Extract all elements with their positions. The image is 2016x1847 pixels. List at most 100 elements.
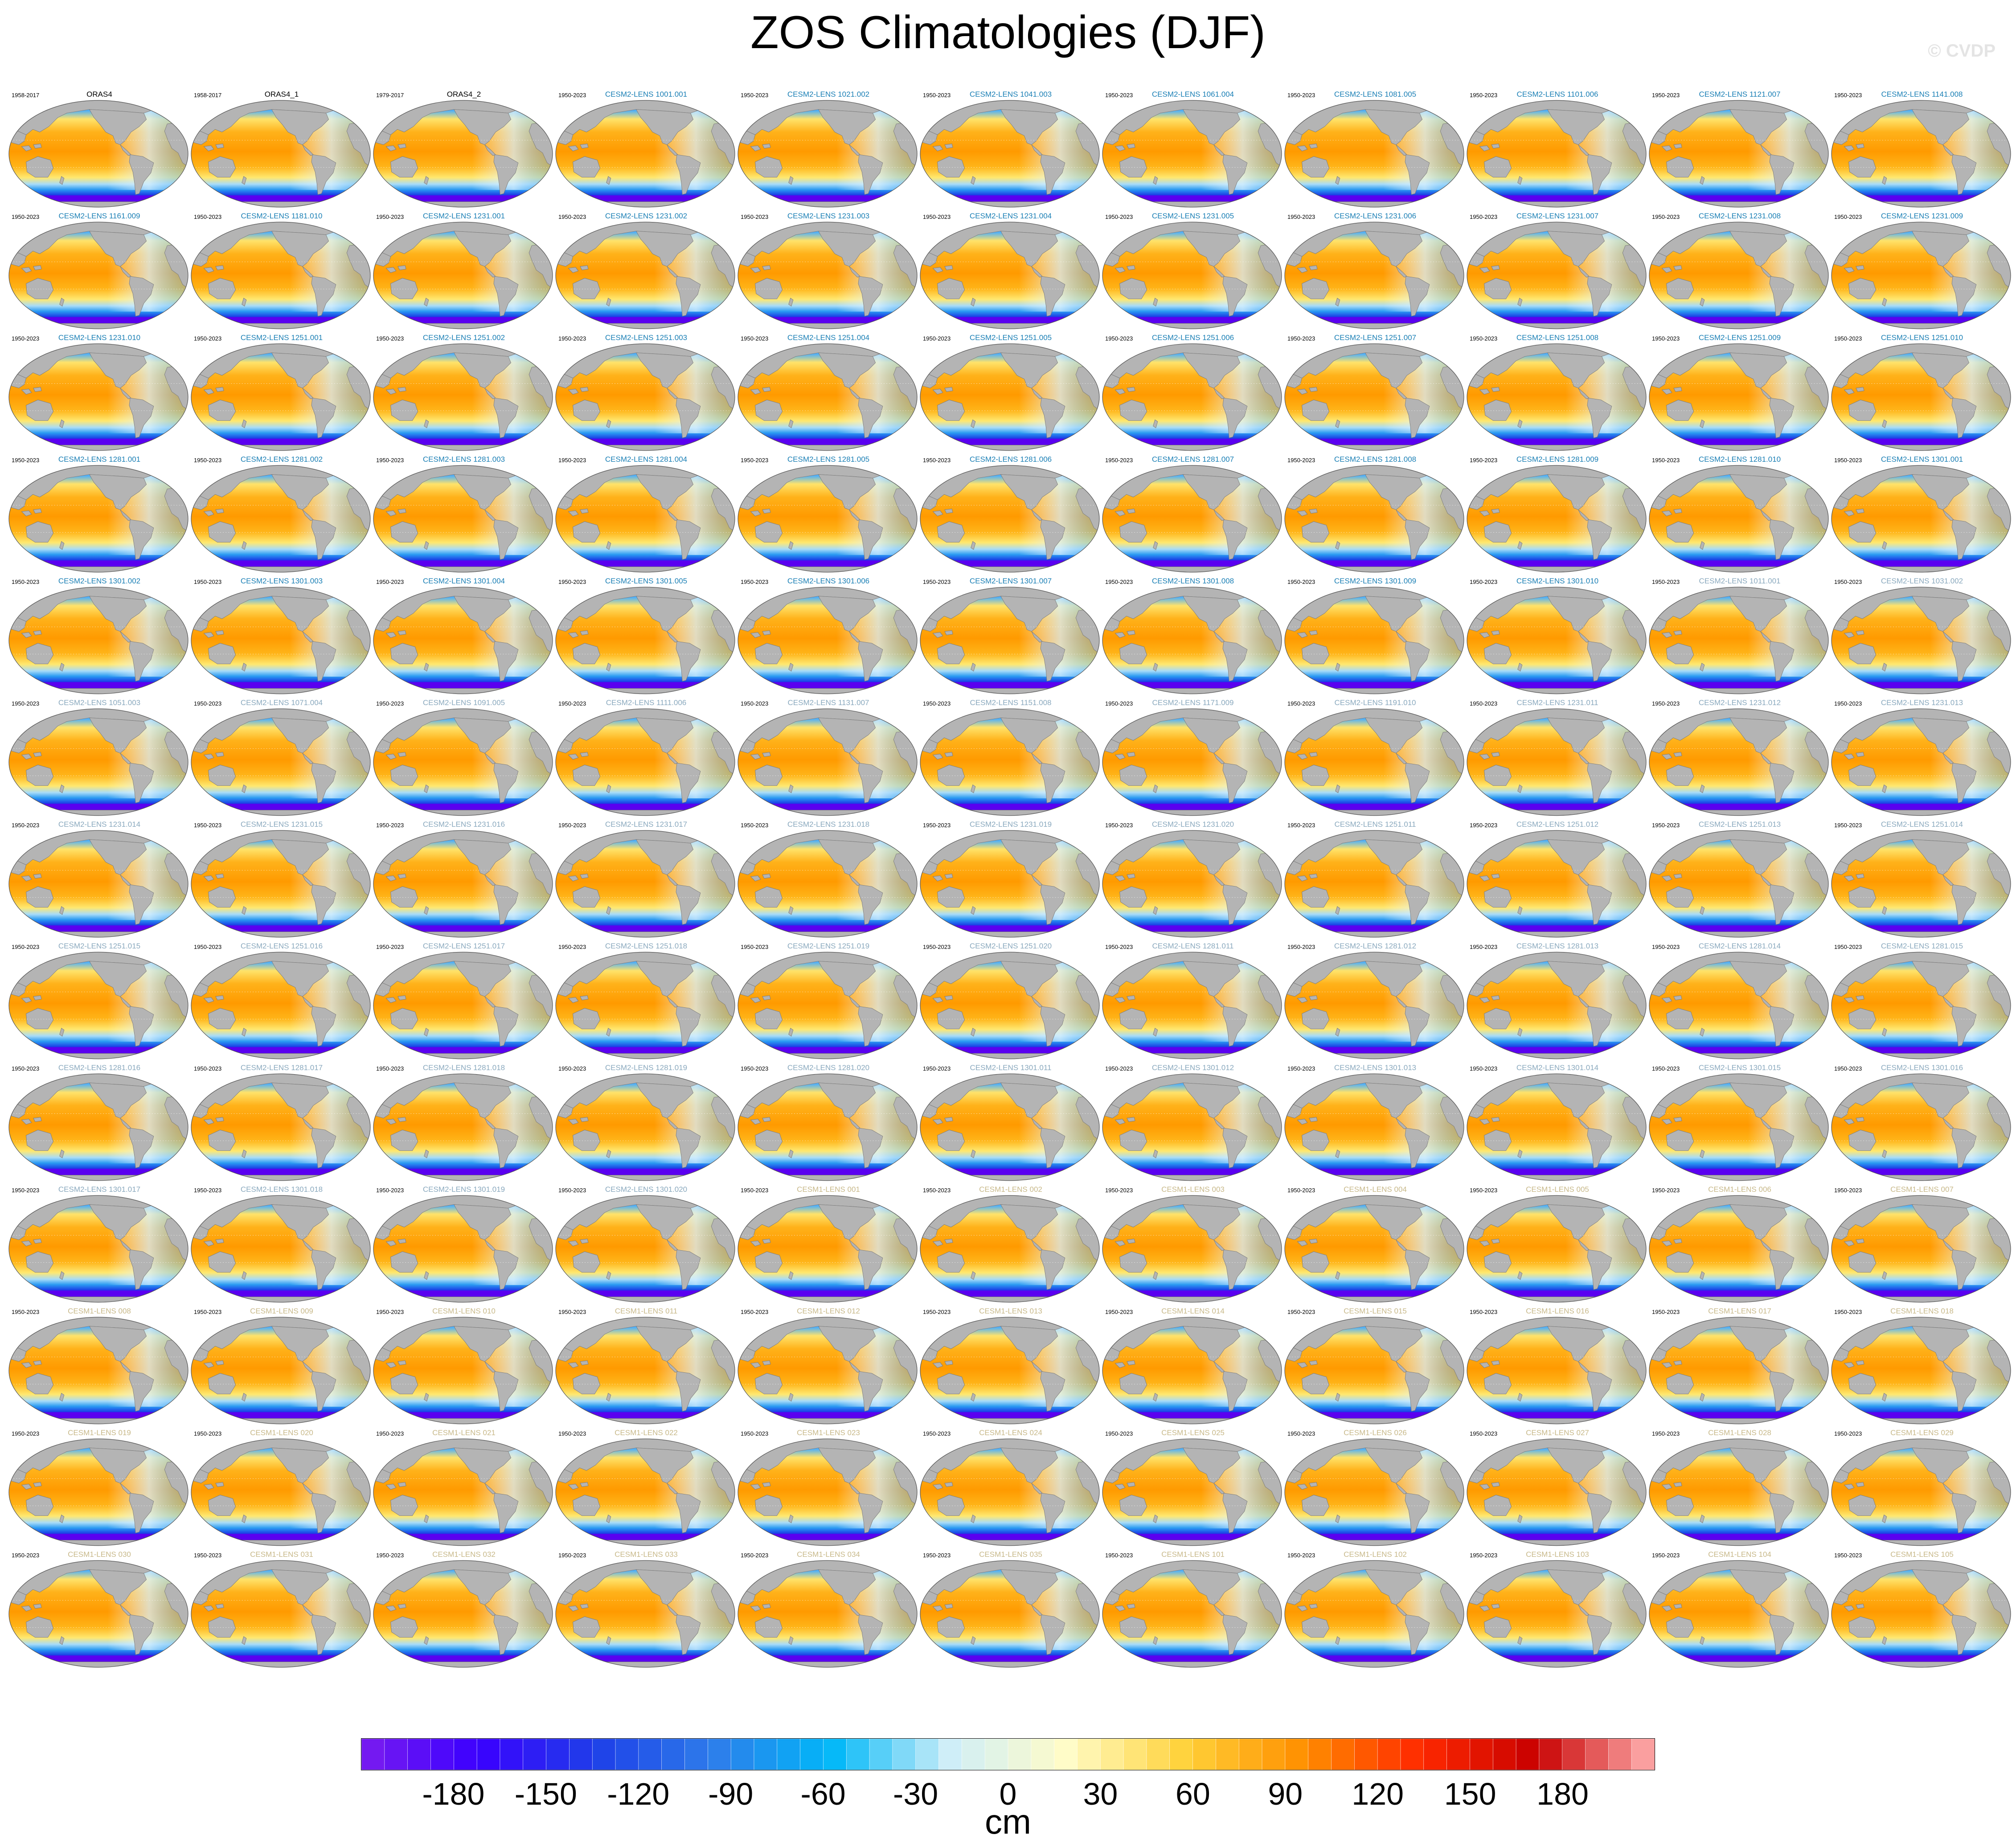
panel-years-label: 1950-2023 — [12, 1430, 40, 1437]
panel-title: CESM2-LENS 1301.007 — [969, 577, 1052, 585]
panel-years-label: 1950-2023 — [376, 457, 404, 464]
panel-title: CESM2-LENS 1251.008 — [1516, 333, 1599, 342]
map-panel: 1950-2023 CESM2-LENS 1251.015 — [4, 939, 188, 1060]
panel-title: CESM2-LENS 1111.006 — [606, 698, 687, 707]
panel-years-label: 1950-2023 — [1287, 822, 1315, 829]
panel-title: CESM2-LENS 1231.002 — [605, 212, 688, 220]
panel-title: CESM2-LENS 1301.006 — [787, 577, 870, 585]
map-panel: 1950-2023 CESM2-LENS 1251.019 — [733, 939, 918, 1060]
panel-title: CESM2-LENS 1181.010 — [241, 212, 323, 220]
colorbar-swatch — [1631, 1739, 1655, 1770]
panel-years-label: 1950-2023 — [1834, 335, 1862, 342]
panel-years-label: 1950-2023 — [1105, 92, 1133, 99]
panel-years-label: 1950-2023 — [1834, 213, 1862, 220]
panel-years-label: 1950-2023 — [12, 335, 40, 342]
robinson-map — [1831, 1073, 2011, 1181]
robinson-map — [920, 1073, 1100, 1181]
map-panel: 1950-2023 CESM2-LENS 1231.016 — [368, 817, 553, 939]
panel-years-label: 1950-2023 — [741, 457, 769, 464]
colorbar-swatch — [638, 1739, 662, 1770]
map-panel: 1950-2023 CESM2-LENS 1281.010 — [1644, 452, 1829, 574]
panel-title: CESM2-LENS 1231.008 — [1698, 212, 1781, 220]
robinson-map — [191, 1560, 371, 1668]
panel-title: CESM2-LENS 1231.016 — [422, 820, 505, 829]
robinson-map — [1467, 1317, 1647, 1424]
robinson-map — [1284, 1317, 1464, 1424]
colorbar-tick-label: 150 — [1444, 1777, 1496, 1811]
colorbar-swatch — [615, 1739, 639, 1770]
robinson-map — [1649, 1317, 1829, 1424]
panel-title: CESM2-LENS 1231.014 — [58, 820, 141, 829]
panel-years-label: 1950-2023 — [741, 1187, 769, 1194]
robinson-map — [555, 222, 735, 329]
panel-title: CESM2-LENS 1281.014 — [1698, 942, 1781, 950]
map-panel: 1950-2023 CESM2-LENS 1251.010 — [1826, 331, 2011, 452]
panel-title: CESM1-LENS 020 — [250, 1428, 313, 1437]
colorbar-swatch — [1354, 1739, 1378, 1770]
map-panel: 1950-2023 CESM2-LENS 1141.008 — [1826, 87, 2011, 209]
map-panel: 1950-2023 CESM2-LENS 1231.012 — [1644, 696, 1829, 817]
robinson-map — [1649, 1438, 1829, 1546]
colorbar — [361, 1738, 1655, 1770]
panel-years-label: 1950-2023 — [1470, 335, 1498, 342]
robinson-map — [8, 587, 188, 694]
map-panel: 1950-2023 CESM1-LENS 026 — [1279, 1426, 1464, 1547]
panel-years-label: 1950-2023 — [923, 1552, 951, 1559]
robinson-map — [555, 1073, 735, 1181]
panel-years-label: 1950-2023 — [1105, 822, 1133, 829]
panel-years-label: 1950-2023 — [923, 700, 951, 707]
panel-years-label: 1950-2023 — [923, 335, 951, 342]
panel-years-label: 1950-2023 — [558, 822, 586, 829]
colorbar-swatch — [777, 1739, 801, 1770]
panel-title: CESM2-LENS 1281.015 — [1881, 942, 1963, 950]
panel-title: CESM2-LENS 1301.010 — [1516, 577, 1599, 585]
colorbar-swatch — [730, 1739, 754, 1770]
panel-years-label: 1950-2023 — [1470, 457, 1498, 464]
panel-years-label: 1950-2023 — [558, 700, 586, 707]
map-panel: 1950-2023 CESM2-LENS 1251.020 — [915, 939, 1100, 1060]
panel-years-label: 1950-2023 — [558, 213, 586, 220]
panel-years-label: 1950-2023 — [1105, 700, 1133, 707]
robinson-map — [920, 1560, 1100, 1668]
panel-years-label: 1950-2023 — [12, 822, 40, 829]
map-panel: 1950-2023 CESM1-LENS 021 — [368, 1426, 553, 1547]
panel-years-label: 1950-2023 — [1834, 1065, 1862, 1072]
map-panel: 1950-2023 CESM2-LENS 1301.018 — [186, 1182, 371, 1304]
robinson-map — [1102, 343, 1282, 451]
panel-title: CESM2-LENS 1251.011 — [1334, 820, 1416, 829]
robinson-map — [1284, 1195, 1464, 1303]
panel-title: CESM1-LENS 008 — [68, 1307, 131, 1315]
panel-years-label: 1950-2023 — [1834, 822, 1862, 829]
map-panel: 1950-2023 CESM2-LENS 1181.010 — [186, 209, 371, 330]
panel-years-label: 1950-2023 — [741, 579, 769, 585]
map-panel: 1950-2023 CESM1-LENS 015 — [1279, 1304, 1464, 1425]
colorbar-swatch — [361, 1739, 385, 1770]
robinson-map — [920, 708, 1100, 816]
map-panel: 1950-2023 CESM2-LENS 1031.002 — [1826, 574, 2011, 695]
colorbar-swatch — [1123, 1739, 1147, 1770]
panel-title: CESM2-LENS 1251.020 — [969, 942, 1052, 950]
panel-years-label: 1950-2023 — [923, 944, 951, 950]
robinson-map — [738, 222, 918, 329]
colorbar-tick-label: -90 — [708, 1777, 754, 1811]
panel-years-label: 1950-2023 — [1652, 457, 1680, 464]
robinson-map — [1831, 708, 2011, 816]
panel-title: CESM2-LENS 1281.012 — [1334, 942, 1417, 950]
panel-title: CESM2-LENS 1301.016 — [1881, 1063, 1963, 1072]
map-panel: 1950-2023 CESM2-LENS 1011.001 — [1644, 574, 1829, 695]
robinson-map — [1284, 830, 1464, 938]
panel-title: CESM2-LENS 1301.020 — [605, 1185, 688, 1194]
map-panel: 1950-2023 CESM1-LENS 102 — [1279, 1547, 1464, 1669]
panel-title: CESM2-LENS 1161.009 — [58, 212, 140, 220]
panel-title: CESM1-LENS 025 — [1161, 1428, 1225, 1437]
map-panel: 1950-2023 CESM2-LENS 1301.005 — [550, 574, 735, 695]
panel-years-label: 1950-2023 — [12, 457, 40, 464]
robinson-map — [1831, 587, 2011, 694]
panel-title: CESM2-LENS 1231.013 — [1881, 698, 1963, 707]
colorbar-swatch — [938, 1739, 963, 1770]
map-panel: 1950-2023 CESM1-LENS 023 — [733, 1426, 918, 1547]
map-panel: 1950-2023 CESM1-LENS 017 — [1644, 1304, 1829, 1425]
robinson-map — [1467, 830, 1647, 938]
panel-title: CESM1-LENS 027 — [1526, 1428, 1589, 1437]
panel-title: CESM1-LENS 030 — [68, 1550, 131, 1559]
